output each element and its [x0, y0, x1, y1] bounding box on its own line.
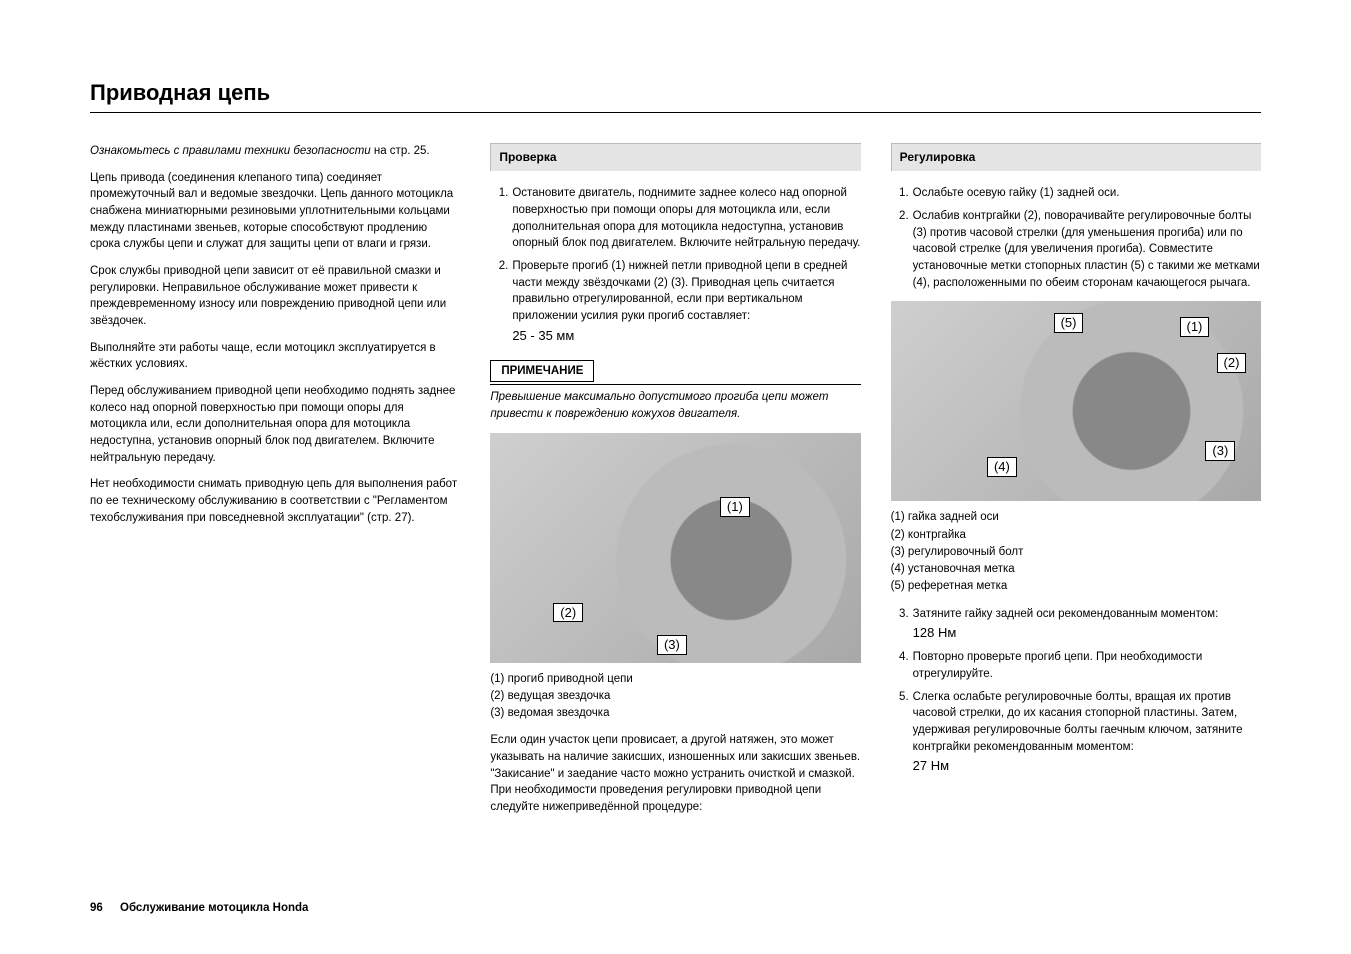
book-title: Обслуживание мотоцикла Honda — [120, 902, 308, 914]
check-followup: Если один участок цепи провисает, а друг… — [490, 732, 860, 815]
adjust-header: Регулировка — [891, 143, 1261, 171]
adjust-step-3: Затяните гайку задней оси рекомендованны… — [913, 606, 1261, 644]
page-title: Приводная цепь — [90, 80, 1261, 106]
callout-2: (2) — [553, 603, 583, 623]
axle-adjust-figure: (5) (1) (2) (3) (4) — [891, 301, 1261, 501]
legend-item: (4) установочная метка — [891, 561, 1261, 578]
legend-item: (2) контргайка — [891, 527, 1261, 544]
adjust-steps-a: Ослабьте осевую гайку (1) задней оси. Ос… — [891, 185, 1261, 291]
legend-item: (5) реферетная метка — [891, 578, 1261, 595]
adjust-step-1: Ослабьте осевую гайку (1) задней оси. — [913, 185, 1261, 202]
safety-ref-tail: на стр. 25. — [371, 145, 430, 157]
left-column: Ознакомьтесь с правилами техники безопас… — [90, 143, 460, 826]
intro-p4: Перед обслуживанием приводной цепи необх… — [90, 383, 460, 466]
intro-p1: Цепь привода (соединения клепаного типа)… — [90, 170, 460, 253]
intro-p3: Выполняйте эти работы чаще, если мотоцик… — [90, 340, 460, 373]
adjust-step-2: Ослабив контргайки (2), поворачивайте ре… — [913, 208, 1261, 291]
adjust-step-4: Повторно проверьте прогиб цепи. При необ… — [913, 649, 1261, 682]
callout-3: (3) — [1205, 441, 1235, 461]
legend-item: (3) регулировочный болт — [891, 544, 1261, 561]
chain-slack-figure: (1) (2) (3) — [490, 433, 860, 663]
safety-ref-italic: Ознакомьтесь с правилами техники безопас… — [90, 145, 371, 157]
adjust-step-3-text: Затяните гайку задней оси рекомендованны… — [913, 608, 1219, 620]
right-column: Регулировка Ослабьте осевую гайку (1) за… — [891, 143, 1261, 826]
adjust-steps-b: Затяните гайку задней оси рекомендованны… — [891, 606, 1261, 776]
note-text: Превышение максимально допустимого проги… — [490, 389, 860, 422]
legend-item: (2) ведущая звездочка — [490, 688, 860, 705]
page-footer: 96 Обслуживание мотоцикла Honda — [90, 902, 308, 914]
callout-1: (1) — [1180, 317, 1210, 337]
page-number: 96 — [90, 902, 103, 914]
adjust-step-5: Слегка ослабьте регулировочные болты, вр… — [913, 689, 1261, 777]
check-step-1: Остановите двигатель, поднимите заднее к… — [512, 185, 860, 252]
figure-photo-placeholder — [490, 433, 860, 663]
slack-spec: 25 - 35 мм — [512, 327, 860, 346]
check-step-2: Проверьте прогиб (1) нижней петли привод… — [512, 258, 860, 346]
callout-5: (5) — [1054, 313, 1084, 333]
torque-2: 27 Нм — [913, 757, 1261, 776]
torque-1: 128 Нм — [913, 624, 1261, 643]
callout-4: (4) — [987, 457, 1017, 477]
check-steps: Остановите двигатель, поднимите заднее к… — [490, 185, 860, 345]
middle-column: Проверка Остановите двигатель, поднимите… — [490, 143, 860, 826]
intro-p2: Срок службы приводной цепи зависит от её… — [90, 263, 460, 330]
check-step-2-text: Проверьте прогиб (1) нижней петли привод… — [512, 260, 847, 322]
callout-1: (1) — [720, 497, 750, 517]
note-label: ПРИМЕЧАНИЕ — [490, 360, 594, 383]
check-legend: (1) прогиб приводной цепи (2) ведущая зв… — [490, 671, 860, 723]
callout-3: (3) — [657, 635, 687, 655]
note-rule — [490, 384, 860, 385]
legend-item: (3) ведомая звездочка — [490, 705, 860, 722]
adjust-step-5-text: Слегка ослабьте регулировочные болты, вр… — [913, 691, 1243, 753]
content-columns: Ознакомьтесь с правилами техники безопас… — [90, 143, 1261, 826]
legend-item: (1) гайка задней оси — [891, 509, 1261, 526]
safety-reference: Ознакомьтесь с правилами техники безопас… — [90, 143, 460, 160]
adjust-legend: (1) гайка задней оси (2) контргайка (3) … — [891, 509, 1261, 595]
title-rule — [90, 112, 1261, 113]
check-header: Проверка — [490, 143, 860, 171]
callout-2: (2) — [1217, 353, 1247, 373]
intro-p5: Нет необходимости снимать приводную цепь… — [90, 476, 460, 526]
legend-item: (1) прогиб приводной цепи — [490, 671, 860, 688]
